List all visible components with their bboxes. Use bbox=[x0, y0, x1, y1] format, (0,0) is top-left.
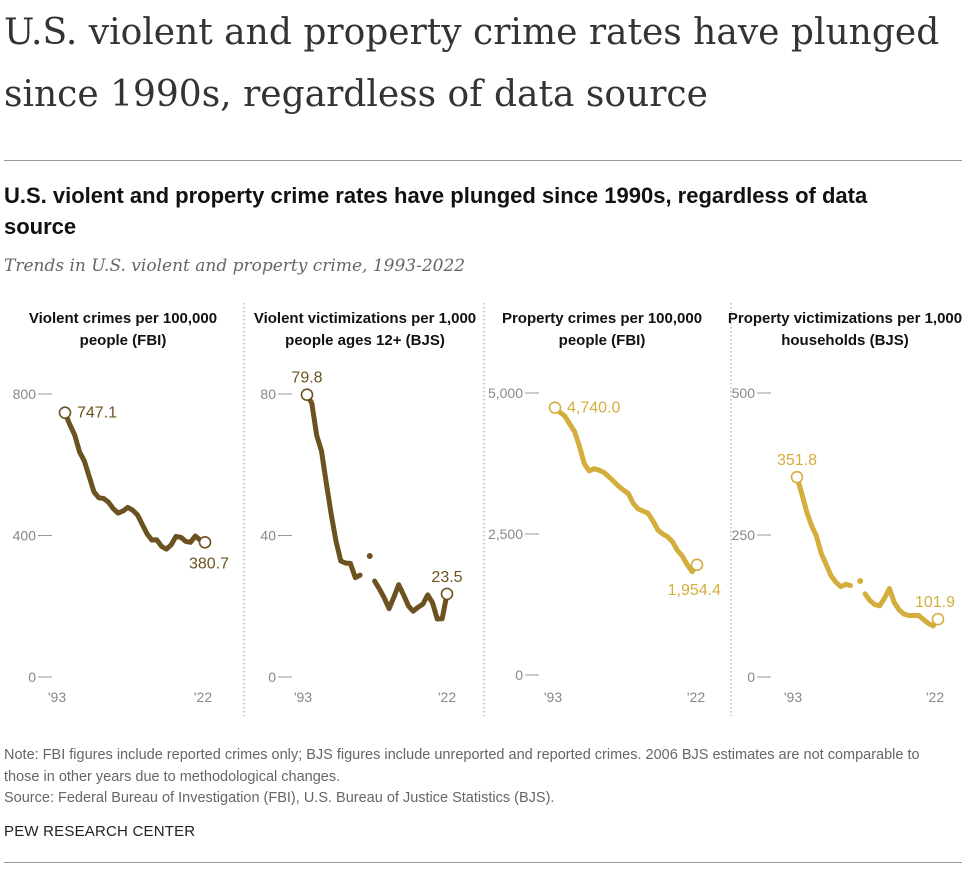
endpoint-marker bbox=[198, 536, 212, 549]
isolated-point-2006 bbox=[857, 578, 864, 585]
y-tick-label: 500 bbox=[732, 385, 756, 401]
x-tick-label: '93 bbox=[294, 689, 312, 705]
x-tick-label: '93 bbox=[784, 689, 802, 705]
y-tick-label: 800 bbox=[13, 386, 37, 402]
x-tick-label: '93 bbox=[48, 689, 66, 705]
brand-footer: PEW RESEARCH CENTER bbox=[4, 823, 196, 840]
endpoint-marker bbox=[300, 388, 314, 402]
panel-violent-fbi: 0 400 800 '93 '22 747.1 380.7 bbox=[13, 386, 230, 705]
y-tick-label: 80 bbox=[260, 386, 276, 402]
series-line bbox=[304, 392, 363, 581]
bottom-divider bbox=[4, 862, 962, 863]
isolated-point-2006 bbox=[366, 553, 373, 560]
page-headline: U.S. violent and property crime rates ha… bbox=[4, 12, 940, 115]
endpoint-marker bbox=[58, 406, 72, 420]
data-label: 4,740.0 bbox=[567, 400, 620, 417]
chart-source: Source: Federal Bureau of Investigation … bbox=[4, 790, 555, 806]
y-tick-label: 40 bbox=[260, 528, 276, 544]
panel-title-violent-fbi: Violent crimes per 100,000 people (FBI) bbox=[28, 310, 218, 349]
x-tick-label: '93 bbox=[544, 689, 562, 705]
series-line bbox=[794, 474, 853, 590]
y-tick-label: 0 bbox=[515, 667, 523, 683]
x-tick-label: '22 bbox=[687, 689, 705, 705]
series-line bbox=[372, 578, 450, 622]
x-tick-label: '22 bbox=[438, 689, 456, 705]
y-tick-label: 5,000 bbox=[488, 385, 523, 401]
chart-note: Note: FBI figures include reported crime… bbox=[4, 747, 920, 785]
x-tick-label: '22 bbox=[926, 689, 944, 705]
data-label: 23.5 bbox=[431, 569, 462, 586]
x-tick-label: '22 bbox=[194, 689, 212, 705]
y-tick-label: 0 bbox=[268, 669, 276, 685]
y-tick-label: 400 bbox=[13, 528, 37, 544]
endpoint-marker bbox=[548, 401, 562, 414]
endpoint-marker bbox=[690, 558, 704, 572]
data-label: 380.7 bbox=[189, 555, 229, 572]
data-label: 351.8 bbox=[777, 452, 817, 469]
y-tick-label: 250 bbox=[732, 527, 756, 543]
panel-violent-bjs: 0 40 80 '93 '22 79.8 23.5 bbox=[260, 370, 462, 705]
panel-property-bjs: 0 250 500 '93 '22 351.8 101.9 bbox=[732, 385, 955, 705]
data-label: 747.1 bbox=[77, 405, 117, 422]
series-line bbox=[552, 405, 700, 575]
series-line bbox=[862, 586, 941, 629]
panel-dividers bbox=[243, 303, 732, 716]
y-tick-label: 0 bbox=[28, 669, 36, 685]
data-label: 101.9 bbox=[915, 594, 955, 611]
top-divider bbox=[4, 160, 962, 161]
endpoint-marker bbox=[931, 612, 945, 626]
panel-title-violent-bjs: Violent victimizations per 1,000 people … bbox=[253, 310, 477, 349]
panel-title-property-fbi: Property crimes per 100,000 people (FBI) bbox=[501, 310, 703, 349]
endpoint-marker bbox=[440, 587, 454, 601]
panel-title-property-bjs: Property victimizations per 1,000 househ… bbox=[727, 310, 963, 349]
chart-subtitle: Trends in U.S. violent and property crim… bbox=[4, 256, 466, 276]
data-label: 1,954.4 bbox=[668, 582, 721, 599]
endpoint-marker bbox=[790, 470, 804, 484]
y-tick-label: 0 bbox=[747, 669, 755, 685]
panel-property-fbi: 0 2,500 5,000 '93 '22 4,740.0 1,954.4 bbox=[488, 385, 721, 705]
chart-title: U.S. violent and property crime rates ha… bbox=[4, 183, 868, 239]
data-label: 79.8 bbox=[291, 370, 322, 387]
series-line bbox=[62, 410, 208, 552]
y-tick-label: 2,500 bbox=[488, 526, 523, 542]
